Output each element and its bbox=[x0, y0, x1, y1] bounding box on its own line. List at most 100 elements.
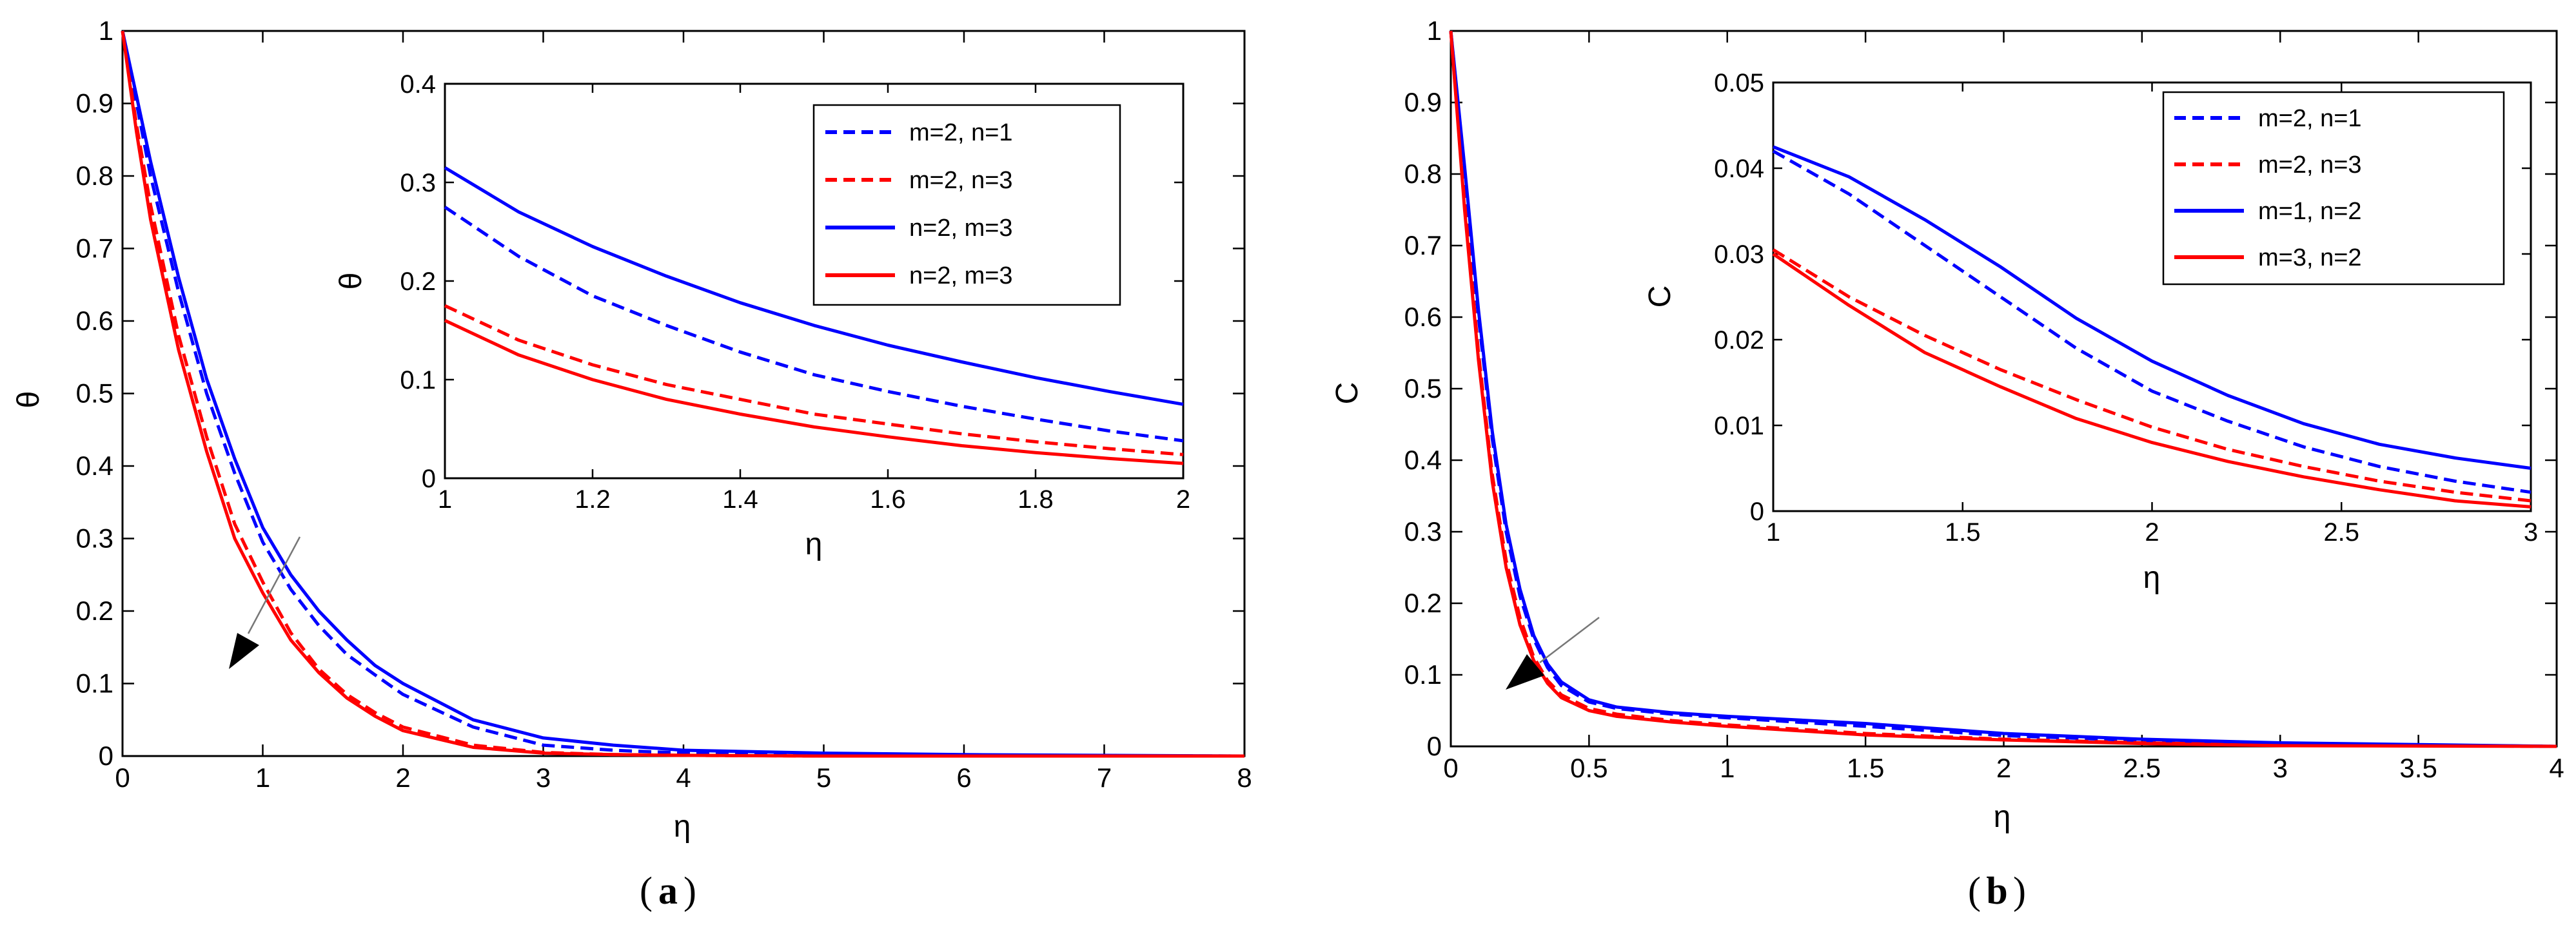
panel-a-legend-label: n=2, m=3 bbox=[909, 262, 1013, 289]
panel-a: 0 1 2 3 4 5 6 7 800.10.20.30.40.50.60.70.80.91 η… bbox=[12, 15, 1252, 912]
panel-a-inset-x-tick-label: 2 bbox=[1176, 485, 1190, 514]
panel-a-y-tick-label: 0.3 bbox=[76, 523, 113, 554]
panel-a-curves bbox=[121, 30, 1245, 758]
panel-a-legend-label: m=2, n=1 bbox=[909, 119, 1013, 146]
panel-a-series-line-1 bbox=[121, 30, 1245, 758]
panel-b-curves bbox=[1449, 30, 2557, 748]
panel-b-caption-close: ) bbox=[2013, 869, 2026, 912]
panel-a-inset-series-line-1 bbox=[444, 206, 1184, 443]
panel-b-inset-series-line-4 bbox=[1772, 252, 2532, 509]
panel-b-inset-curves bbox=[1772, 145, 2532, 509]
panel-b-inset-x-tick-label: 1 bbox=[1766, 518, 1780, 547]
panel-a-caption-close: ) bbox=[683, 869, 696, 912]
panel-a-series-line-4 bbox=[121, 30, 1244, 758]
panel-a-inset-y-tick-label: 0.2 bbox=[400, 267, 436, 296]
panel-a-annotation-arrow bbox=[229, 536, 301, 669]
panel-a-y-tick-label: 0.9 bbox=[76, 88, 113, 119]
panel-b-legend-label: m=2, n=3 bbox=[2258, 151, 2362, 179]
panel-b-y-tick-label: 0 bbox=[1427, 731, 1442, 761]
panel-b-inset-ticks: 1 1.5 2 2.5 3 0 0.01 0.02 0.03 0.04 0.05 bbox=[1714, 69, 2538, 547]
panel-a-y-tick-label: 0 bbox=[99, 741, 113, 771]
panel-b-inset-y-tick-label: 0.03 bbox=[1714, 240, 1764, 269]
panel-a-x-tick-label: 3 bbox=[536, 762, 551, 793]
panel-a-x-tick-label: 7 bbox=[1097, 762, 1112, 793]
panel-a-inset-x-tick-label: 1.8 bbox=[1018, 485, 1054, 514]
panel-b-x-tick-label: 4 bbox=[2549, 753, 2564, 783]
panel-b-x-axis-label: η bbox=[1994, 800, 2011, 834]
panel-b-inset-x-axis-label: η bbox=[2143, 561, 2161, 595]
panel-a-y-tick-label: 0.8 bbox=[76, 160, 113, 191]
panel-b-legend-label: m=3, n=2 bbox=[2258, 244, 2362, 271]
panel-a-x-tick-label: 2 bbox=[395, 762, 410, 793]
panel-a-caption-letter: a bbox=[658, 869, 678, 912]
panel-a-x-axis-label: η bbox=[674, 810, 691, 844]
panel-b-legend: m=2, n=1 m=2, n=3 m=1, n=2 m=3, n=2 bbox=[2162, 91, 2505, 286]
panel-a-inset-y-tick-label: 0.1 bbox=[400, 366, 436, 394]
panel-a-inset-y-axis-label: θ bbox=[334, 273, 368, 290]
panel-b-annotation-arrow bbox=[1506, 617, 1600, 690]
panel-b-inset-y-tick-label: 0 bbox=[1750, 498, 1764, 526]
panel-a-inset: 1 1.2 1.4 1.6 1.8 2 0 0.1 0.2 0.3 0.4 η θ m=2, n=1… bbox=[334, 70, 1190, 561]
panel-a-y-tick-label: 0.5 bbox=[76, 378, 113, 409]
panel-a-legend: m=2, n=1 m=2, n=3 n=2, m=3 n=2, m=3 bbox=[812, 104, 1121, 306]
panel-a-caption: ( a ) bbox=[640, 869, 696, 912]
panel-b-x-tick-label: 2.5 bbox=[2123, 753, 2161, 783]
panel-a-x-tick-label: 6 bbox=[956, 762, 971, 793]
panel-b-x-tick-label: 1.5 bbox=[1847, 753, 1884, 783]
panel-b-caption: ( b ) bbox=[1968, 869, 2026, 912]
panel-b-inset-series-line-3 bbox=[1773, 145, 2532, 470]
panel-a-inset-series-line-4 bbox=[444, 318, 1184, 465]
panel-b-y-tick-label: 0.6 bbox=[1404, 302, 1442, 332]
panel-b-x-tick-label: 2 bbox=[1996, 753, 2011, 783]
panel-a-x-tick-label: 5 bbox=[816, 762, 831, 793]
panel-b-y-tick-label: 0.4 bbox=[1404, 445, 1442, 475]
panel-b-y-tick-label: 0.8 bbox=[1404, 159, 1442, 189]
panel-b-inset-y-tick-label: 0.05 bbox=[1714, 69, 1764, 97]
panel-a-inset-ticks: 1 1.2 1.4 1.6 1.8 2 0 0.1 0.2 0.3 0.4 bbox=[400, 70, 1190, 514]
panel-b-legend-label: m=2, n=1 bbox=[2258, 105, 2362, 132]
panel-b-inset-y-axis-label: C bbox=[1643, 286, 1677, 308]
panel-b-x-tick-label: 3.5 bbox=[2399, 753, 2437, 783]
panel-b-x-tick-label: 3 bbox=[2273, 753, 2288, 783]
panel-b-y-tick-label: 0.3 bbox=[1404, 516, 1442, 547]
panel-b-series-line-3 bbox=[1449, 30, 2557, 748]
panel-b-inset: 1 1.5 2 2.5 3 0 0.01 0.02 0.03 0.04 0.05 η C m=2, … bbox=[1643, 69, 2538, 595]
panel-a-y-tick-label: 0.1 bbox=[76, 668, 113, 699]
panel-a-y-tick-label: 1 bbox=[99, 15, 113, 46]
panel-b-y-axis-label: C bbox=[1330, 382, 1364, 405]
panel-a-legend-label: m=2, n=3 bbox=[909, 167, 1013, 194]
panel-a-caption-open: ( bbox=[640, 869, 653, 912]
panel-a-series-line-3 bbox=[121, 30, 1245, 758]
panel-b-y-tick-label: 0.5 bbox=[1404, 373, 1442, 403]
panel-a-y-tick-label: 0.7 bbox=[76, 233, 113, 264]
panel-a-x-tick-label: 0 bbox=[115, 762, 130, 793]
panel-a-x-tick-label: 8 bbox=[1237, 762, 1252, 793]
panel-b-inset-y-tick-label: 0.04 bbox=[1714, 155, 1764, 183]
panel-a-series-line-2 bbox=[121, 30, 1244, 758]
panel-b-inset-y-tick-label: 0.01 bbox=[1714, 412, 1764, 440]
panel-b-inset-x-tick-label: 3 bbox=[2524, 518, 2538, 547]
panel-b-caption-letter: b bbox=[1986, 869, 2007, 912]
panel-a-inset-y-tick-label: 0.3 bbox=[400, 169, 436, 197]
panel-a-y-tick-label: 0.4 bbox=[76, 451, 113, 481]
panel-a-inset-y-tick-label: 0 bbox=[422, 465, 436, 493]
panel-a-y-axis-label: θ bbox=[12, 391, 46, 409]
panel-a-inset-x-tick-label: 1.2 bbox=[575, 485, 611, 514]
panel-a-inset-y-tick-label: 0.4 bbox=[400, 70, 436, 99]
panel-b-legend-label: m=1, n=2 bbox=[2258, 198, 2362, 225]
panel-a-y-tick-label: 0.2 bbox=[76, 596, 113, 626]
panel-b: 0 0.5 1 1.5 2 2.5 3 3.5 4 0 0.1 0.2 0.3 0.4 0.5 0.6 0.7 0… bbox=[1330, 15, 2564, 912]
panel-b-inset-series-line-1 bbox=[1772, 150, 2532, 494]
panel-a-legend-box bbox=[812, 104, 1121, 306]
panel-b-inset-y-tick-label: 0.02 bbox=[1714, 326, 1764, 354]
panel-b-inset-x-tick-label: 2 bbox=[2145, 518, 2159, 547]
panel-a-inset-x-tick-label: 1.6 bbox=[870, 485, 906, 514]
panel-b-y-tick-label: 0.9 bbox=[1404, 87, 1442, 117]
panel-b-x-tick-label: 1 bbox=[1720, 753, 1735, 783]
panel-a-inset-series-line-3 bbox=[444, 166, 1184, 406]
panel-b-inset-series-line-2 bbox=[1772, 248, 2532, 503]
panel-a-inset-x-tick-label: 1 bbox=[438, 485, 452, 514]
panel-b-y-tick-label: 0.7 bbox=[1404, 230, 1442, 260]
panel-b-y-tick-label: 1 bbox=[1427, 15, 1442, 46]
